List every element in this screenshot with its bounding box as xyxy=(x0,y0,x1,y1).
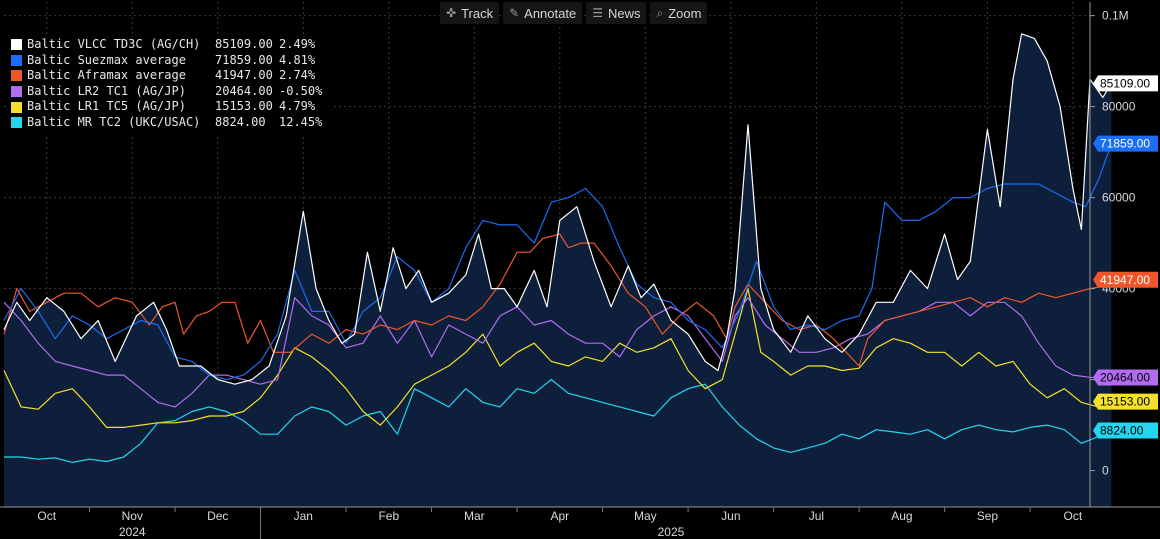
legend-swatch xyxy=(11,117,22,129)
series-line-1 xyxy=(3,143,1112,381)
legend-item[interactable]: Baltic LR2 TC1 (AG/JP) 20464.00 -0.50% xyxy=(11,84,329,100)
legend-series-name: Baltic LR2 TC1 (AG/JP) xyxy=(27,83,186,98)
x-tick-label: Jan xyxy=(294,509,313,523)
last-value-label: 71859.00 xyxy=(1100,137,1150,151)
last-value-tag-0: 85109.00 xyxy=(1093,75,1158,92)
series-line-2 xyxy=(3,233,1112,367)
zoom-button[interactable]: ⌕ Zoom xyxy=(650,2,708,24)
legend-series-change: 4.79% xyxy=(279,99,316,114)
legend-series-change: 4.81% xyxy=(279,52,316,67)
series-line-3 xyxy=(3,297,1112,408)
x-tick-label: May xyxy=(634,509,657,523)
chart-legend: Baltic VLCC TD3C (AG/CH) 85109.00 2.49% … xyxy=(7,36,333,134)
last-value-tag-bg xyxy=(1093,369,1158,386)
series-line-4 xyxy=(3,288,1112,428)
legend-swatch xyxy=(11,101,22,113)
legend-series-name: Baltic MR TC2 (UKC/USAC) xyxy=(27,114,201,129)
x-tick-label: Mar xyxy=(464,509,485,523)
last-value-tag-bg xyxy=(1093,75,1158,92)
x-tick-label: Dec xyxy=(207,509,228,523)
last-value-label: 8824.00 xyxy=(1100,423,1144,437)
news-button[interactable]: ☰ News xyxy=(586,2,647,24)
last-value-tag-5: 8824.00 xyxy=(1093,422,1158,439)
legend-item[interactable]: Baltic VLCC TD3C (AG/CH) 85109.00 2.49% xyxy=(11,37,329,53)
annotate-label: Annotate xyxy=(524,5,577,21)
x-tick-label: Oct xyxy=(37,509,56,523)
legend-swatch xyxy=(11,70,22,82)
x-tick-label: Oct xyxy=(1064,509,1083,523)
legend-series-value: 15153.00 xyxy=(215,99,273,114)
legend-swatch xyxy=(11,39,22,51)
x-tick-label: Nov xyxy=(122,509,143,523)
news-label: News xyxy=(607,5,641,21)
series-area-0 xyxy=(4,33,1112,508)
x-tick-label: Jul xyxy=(809,509,824,523)
legend-swatch xyxy=(11,54,22,66)
pencil-icon: ✎ xyxy=(509,6,520,20)
legend-series-change: 2.74% xyxy=(279,68,316,83)
legend-series-name: Baltic Aframax average xyxy=(27,68,186,83)
legend-item[interactable]: Baltic LR1 TC5 (AG/JP) 15153.00 4.79% xyxy=(11,99,329,115)
crosshair-icon: ✜ xyxy=(446,6,457,20)
x-tick-label: Feb xyxy=(378,509,399,523)
track-button[interactable]: ✜ Track xyxy=(440,2,500,24)
x-tick-label: Apr xyxy=(550,509,569,523)
legend-series-name: Baltic Suezmax average xyxy=(27,52,186,67)
x-tick-label: Aug xyxy=(891,509,912,523)
last-value-tag-bg xyxy=(1093,422,1158,439)
x-tick-label: Sep xyxy=(977,509,999,523)
annotate-button[interactable]: ✎ Annotate xyxy=(503,2,583,24)
legend-series-value: 41947.00 xyxy=(215,68,273,83)
last-value-label: 20464.00 xyxy=(1100,371,1150,385)
series-line-0 xyxy=(3,33,1112,385)
y-tick-label: 0.1M xyxy=(1102,9,1129,23)
last-value-tag-bg xyxy=(1093,393,1158,410)
last-value-label: 15153.00 xyxy=(1100,395,1150,409)
legend-series-name: Baltic LR1 TC5 (AG/JP) xyxy=(27,99,186,114)
track-label: Track xyxy=(461,5,494,21)
last-value-tag-1: 71859.00 xyxy=(1093,135,1158,152)
last-value-tag-3: 20464.00 xyxy=(1093,369,1158,386)
legend-series-change: 12.45% xyxy=(279,114,323,129)
last-value-tag-bg xyxy=(1093,135,1158,152)
last-value-tag-2: 41947.00 xyxy=(1093,271,1158,288)
legend-item[interactable]: Baltic Aframax average 41947.00 2.74% xyxy=(11,68,329,84)
year-label: 2025 xyxy=(658,525,685,539)
last-value-label: 85109.00 xyxy=(1100,76,1150,90)
news-icon: ☰ xyxy=(592,6,603,20)
legend-item[interactable]: Baltic MR TC2 (UKC/USAC) 8824.00 12.45% xyxy=(11,115,329,131)
x-tick-label: Jun xyxy=(721,509,740,523)
legend-series-value: 8824.00 xyxy=(215,114,266,129)
y-tick-label: 0 xyxy=(1102,464,1109,478)
legend-series-name: Baltic VLCC TD3C (AG/CH) xyxy=(27,37,201,51)
chart-toolbar: ✜ Track ✎ Annotate ☰ News ⌕ Zoom xyxy=(440,2,708,24)
series-line-5 xyxy=(4,379,1112,463)
legend-series-value: 20464.00 xyxy=(215,83,273,98)
legend-series-change: 2.49% xyxy=(279,37,316,51)
magnifier-icon: ⌕ xyxy=(656,5,664,20)
year-label: 2024 xyxy=(119,525,146,539)
last-value-label: 41947.00 xyxy=(1100,273,1150,287)
legend-series-value: 71859.00 xyxy=(215,52,273,67)
legend-swatch xyxy=(11,86,22,98)
y-tick-label: 80000 xyxy=(1102,100,1136,114)
last-value-tag-4: 15153.00 xyxy=(1093,393,1158,410)
last-value-tag-bg xyxy=(1093,271,1158,288)
legend-series-value: 85109.00 xyxy=(215,37,273,51)
legend-item[interactable]: Baltic Suezmax average 71859.00 4.81% xyxy=(11,53,329,69)
legend-series-change: -0.50% xyxy=(279,83,323,98)
y-tick-label: 60000 xyxy=(1102,191,1136,205)
zoom-label: Zoom xyxy=(668,5,702,21)
